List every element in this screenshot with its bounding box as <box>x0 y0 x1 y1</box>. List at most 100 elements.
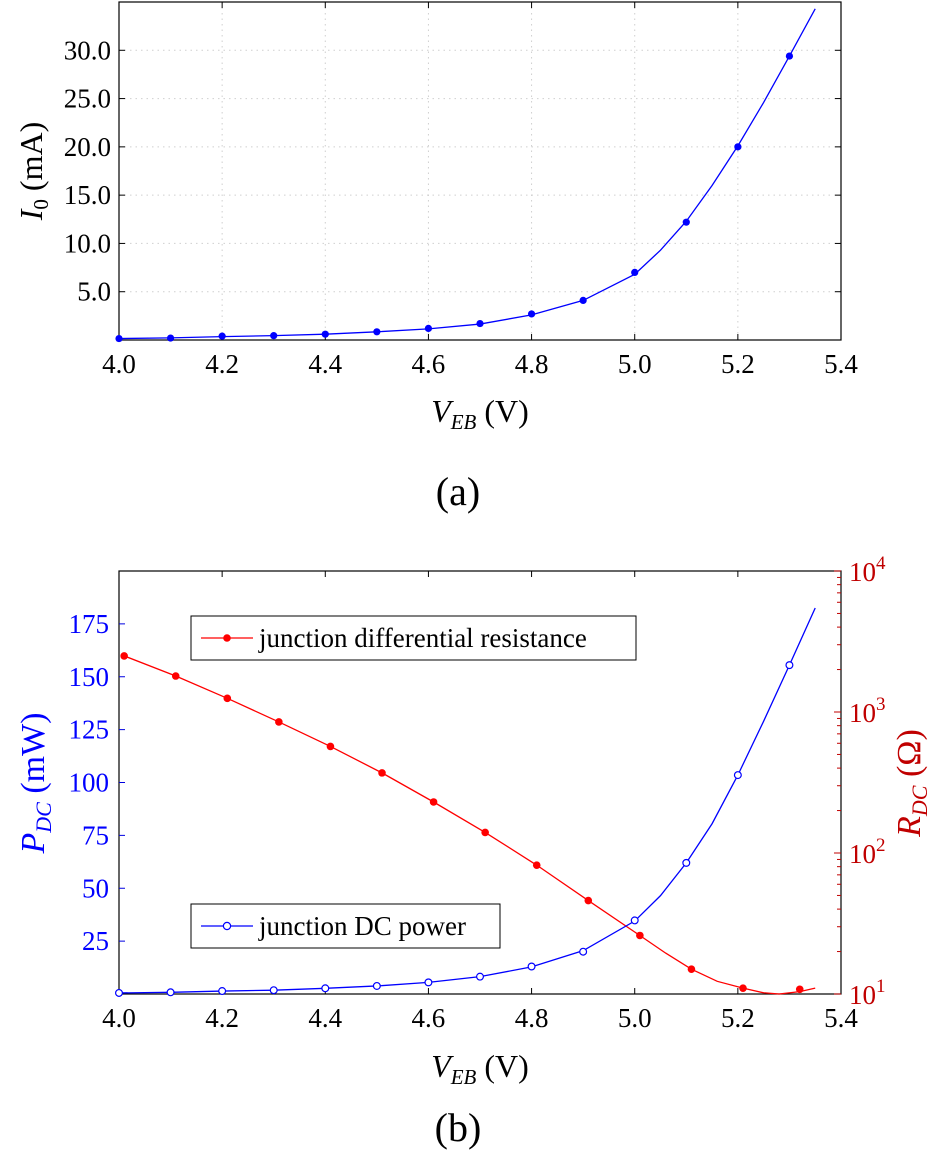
panel-b-x-tick-label: 4.2 <box>205 1003 239 1033</box>
panel-a-data-point <box>682 218 690 226</box>
panel-b-right-y-tick-label: 103 <box>849 694 886 728</box>
panel-a-x-tick-label: 5.2 <box>721 349 755 379</box>
resistance-data-point <box>120 652 128 660</box>
panel-b-right-y-axis-label: RDC (Ω) <box>891 729 932 838</box>
panel-a-series-markers <box>115 52 794 343</box>
panel-a-x-tick-label: 4.6 <box>412 349 446 379</box>
panel-a-x-tick-label: 5.4 <box>824 349 858 379</box>
power-data-point <box>527 962 536 971</box>
resistance-data-point <box>275 718 283 726</box>
legend-power: junction DC power <box>190 903 501 949</box>
panel-a-x-axis-label: VEB (V) <box>431 393 529 434</box>
resistance-data-point <box>636 931 644 940</box>
resistance-data-point <box>584 896 593 905</box>
panel-a-grid <box>119 2 841 340</box>
panel-a-y-tick-label: 10.0 <box>64 228 111 258</box>
panel-a-x-tick-labels: 4.0 4.2 4.4 4.6 4.8 5.0 5.2 5.4 <box>102 349 858 379</box>
panel-b-right-y-tick-label: 102 <box>849 835 886 869</box>
panel-b-x-tick-label: 5.4 <box>824 1003 858 1033</box>
panel-b-left-y-tick-label: 25 <box>82 926 109 956</box>
panel-b-left-y-tick-label: 175 <box>69 609 110 639</box>
panel-a-data-point <box>734 143 742 151</box>
panel-a-data-point <box>373 328 381 336</box>
panel-a-series-line <box>118 8 816 340</box>
panel-a-data-point <box>785 52 794 60</box>
panel-a-data-point <box>115 334 123 343</box>
panel-a-label: (a) <box>436 469 480 514</box>
legend-resistance: junction differential resistance <box>190 615 637 661</box>
panel-a-data-point <box>527 310 536 318</box>
legend-resistance-marker-swatch <box>223 634 231 642</box>
panel-b-x-tick-labels: 4.0 4.2 4.4 4.6 4.8 5.0 5.2 5.4 <box>102 1003 858 1033</box>
panel-b-right-y-tick-label: 104 <box>849 553 886 587</box>
panel-b-x-tick-label: 4.0 <box>102 1003 136 1033</box>
power-data-point <box>476 972 485 981</box>
power-series-line <box>118 607 816 994</box>
legend-resistance-box <box>190 615 637 661</box>
power-data-point <box>114 988 123 997</box>
panel-a-y-tick-label: 20.0 <box>64 132 111 162</box>
resistance-data-point <box>687 965 696 973</box>
panel-b-left-y-tick-label: 150 <box>69 662 110 692</box>
resistance-data-point <box>481 828 489 837</box>
panel-a-x-tick-label: 4.2 <box>205 349 239 379</box>
panel-a: 4.0 4.2 4.4 4.6 4.8 5.0 5.2 5.4 5.0 10.0 15.0 20.0… <box>13 1 858 514</box>
panel-a-axes-frame <box>118 1 842 341</box>
legend-power-marker-swatch <box>222 921 232 931</box>
panel-a-x-tick-label: 4.4 <box>308 349 342 379</box>
panel-b-x-tick-label: 5.0 <box>618 1003 652 1033</box>
panel-a-y-tick-label: 5.0 <box>77 277 111 307</box>
panel-b-x-tick-label: 5.2 <box>721 1003 755 1033</box>
power-data-point <box>166 988 175 997</box>
resistance-data-point <box>223 694 232 703</box>
resistance-data-point <box>739 984 747 992</box>
panel-b-right-y-tick-label: 101 <box>849 976 886 1010</box>
panel-b-left-y-axis-label: PDC (mW) <box>15 712 56 854</box>
panel-a-x-tick-label: 4.8 <box>515 349 549 379</box>
resistance-data-point <box>429 798 438 806</box>
resistance-data-point <box>795 985 804 994</box>
panel-a-data-point <box>166 334 175 342</box>
panel-b-x-tick-label: 4.6 <box>412 1003 446 1033</box>
power-data-point <box>269 986 278 995</box>
legend-power-label: junction DC power <box>258 911 466 941</box>
panel-a-data-point <box>424 324 433 333</box>
power-series-markers <box>114 661 794 997</box>
panel-b-left-y-tick-label: 75 <box>82 820 109 850</box>
power-data-point <box>682 858 691 867</box>
panel-a-x-tick-label: 5.0 <box>618 349 652 379</box>
power-data-point <box>372 981 381 990</box>
panel-a-y-tick-label: 15.0 <box>64 180 111 210</box>
panel-a-y-tick-labels: 5.0 10.0 15.0 20.0 25.0 30.0 <box>64 35 111 306</box>
panel-b-left-y-tick-labels: 25 50 75 100 125 150 175 <box>69 609 110 956</box>
resistance-series-markers <box>120 652 804 994</box>
panel-b-x-tick-label: 4.4 <box>308 1003 342 1033</box>
power-data-point <box>630 916 639 925</box>
resistance-data-point <box>326 742 335 751</box>
panel-b-label: (b) <box>435 1105 482 1150</box>
panel-b-x-axis-label: VEB (V) <box>431 1048 529 1089</box>
panel-b: 4.0 4.2 4.4 4.6 4.8 5.0 5.2 5.4 25 50 75 100 125 150… <box>15 553 932 1150</box>
resistance-data-point <box>171 672 180 680</box>
panel-a-data-point <box>270 332 278 340</box>
panel-a-y-tick-label: 30.0 <box>64 35 111 65</box>
panel-a-data-point <box>476 319 484 328</box>
panel-a-data-point <box>321 330 329 338</box>
legend-resistance-label: junction differential resistance <box>258 623 587 653</box>
power-data-point <box>321 984 330 993</box>
panel-b-left-y-tick-label: 125 <box>69 715 110 745</box>
power-data-point <box>579 947 588 956</box>
panel-b-left-y-tick-label: 100 <box>69 768 110 798</box>
power-data-point <box>424 978 433 987</box>
panel-a-data-point <box>631 268 639 276</box>
panel-a-ticks <box>118 2 842 340</box>
resistance-data-point <box>532 861 541 869</box>
power-data-point <box>733 771 742 780</box>
panel-a-x-tick-label: 4.0 <box>102 349 136 379</box>
panel-a-data-point <box>579 296 587 305</box>
power-data-point <box>785 661 794 670</box>
panel-b-right-y-tick-labels: 101 102 103 104 <box>849 553 886 1010</box>
panel-a-y-tick-label: 25.0 <box>64 84 111 114</box>
resistance-data-point <box>378 769 386 777</box>
panel-a-y-axis-label: I0 (mA) <box>13 122 53 221</box>
